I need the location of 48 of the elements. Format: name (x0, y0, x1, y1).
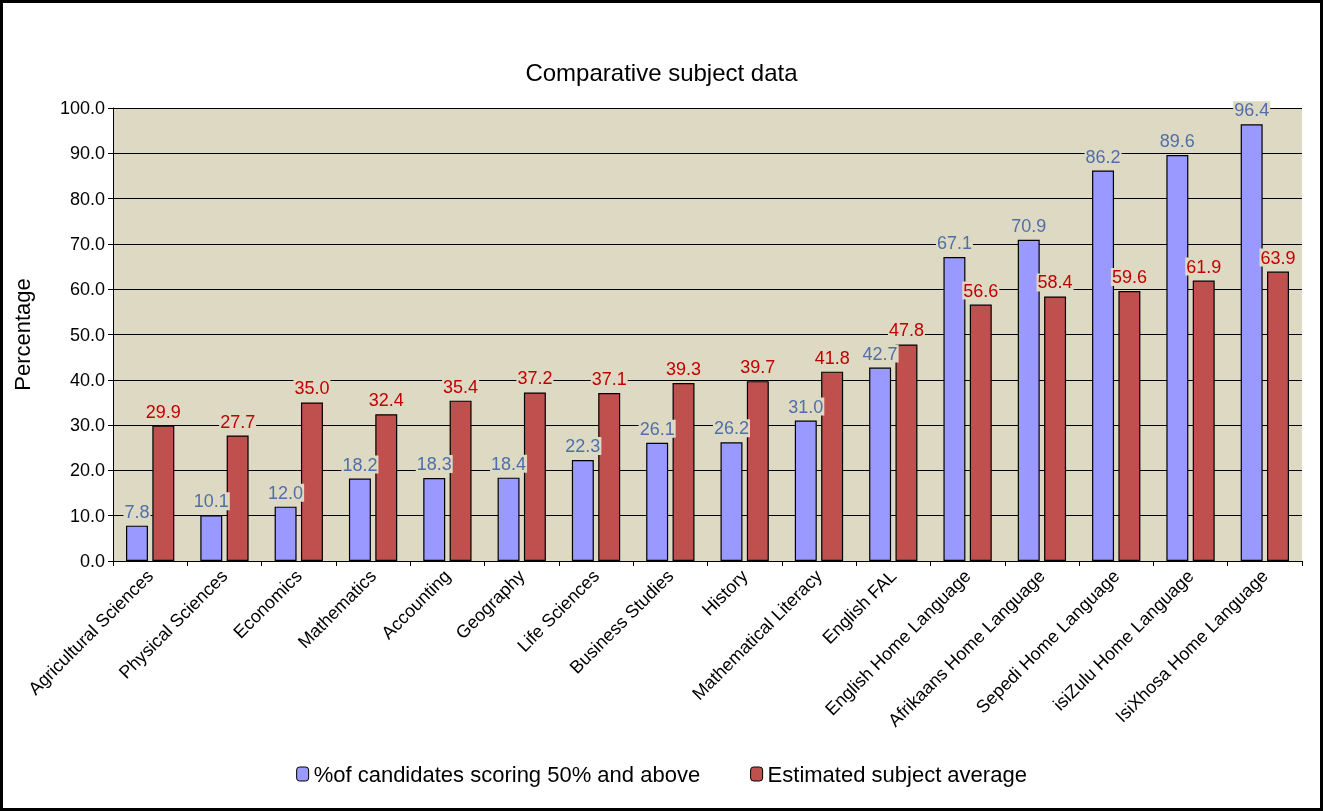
data-label: 31.0 (788, 396, 824, 417)
data-label: 27.7 (220, 411, 256, 432)
data-label: 22.3 (565, 435, 601, 456)
data-label: 18.4 (491, 453, 527, 474)
legend-label: %of candidates scoring 50% and above (313, 761, 701, 787)
y-tick-label: 10.0 (69, 505, 105, 526)
data-label: 86.2 (1085, 146, 1121, 167)
y-axis-title: Percentage (9, 278, 35, 391)
data-label: 18.3 (416, 454, 452, 475)
data-label: 67.1 (936, 233, 972, 254)
y-tick-label: 90.0 (69, 143, 105, 164)
data-label: 26.2 (713, 418, 750, 439)
data-label: 41.8 (814, 347, 850, 368)
data-label: 39.7 (740, 357, 776, 378)
data-label: 39.3 (665, 358, 702, 379)
chart-title: Comparative subject data (525, 58, 799, 86)
data-label: 89.6 (1159, 131, 1195, 152)
data-label: 29.9 (145, 401, 181, 422)
data-label: 18.2 (342, 454, 378, 475)
data-label: 35.0 (294, 378, 330, 399)
y-tick-label: 100.0 (59, 98, 105, 118)
y-tick-label: 20.0 (69, 460, 105, 481)
data-label: 32.4 (368, 390, 404, 411)
y-tick-label: 60.0 (69, 279, 105, 300)
data-label: 37.1 (591, 368, 627, 389)
data-label: 58.4 (1037, 272, 1073, 293)
data-label: 47.8 (888, 320, 924, 341)
bar (126, 525, 148, 561)
data-label: 7.8 (124, 501, 150, 522)
y-tick-label: 70.0 (69, 233, 105, 254)
y-tick-label: 0.0 (79, 551, 105, 571)
data-label: 12.0 (268, 482, 304, 503)
data-label: 59.6 (1111, 267, 1147, 288)
data-label: 63.9 (1260, 247, 1296, 268)
y-tick-label: 30.0 (69, 415, 105, 436)
data-label: 37.2 (517, 368, 553, 389)
legend-label: Estimated subject average (767, 761, 1027, 787)
data-label: 26.1 (639, 418, 675, 439)
data-label: 35.4 (443, 376, 479, 397)
data-label: 42.7 (862, 343, 898, 364)
y-tick-label: 50.0 (69, 324, 105, 345)
y-tick-label: 40.0 (69, 369, 105, 390)
data-label: 61.9 (1186, 256, 1222, 277)
data-label: 56.6 (963, 280, 999, 301)
data-label: 10.1 (193, 491, 229, 512)
data-label: 70.9 (1011, 215, 1047, 236)
data-label: 96.4 (1234, 100, 1270, 121)
y-tick-label: 80.0 (69, 188, 105, 209)
